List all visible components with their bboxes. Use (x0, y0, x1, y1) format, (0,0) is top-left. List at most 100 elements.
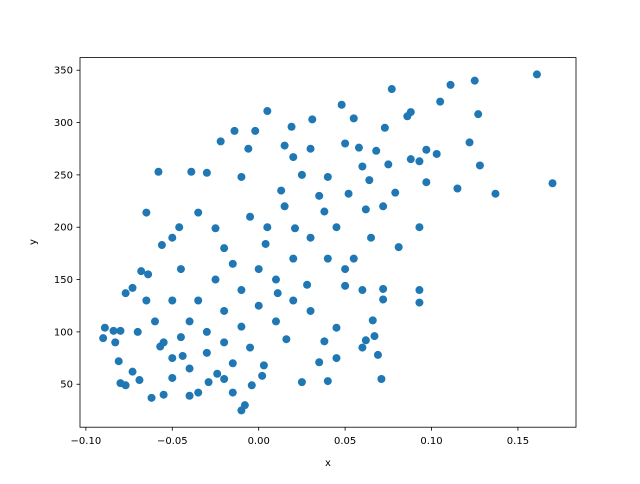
point (263, 107, 272, 116)
point (287, 122, 296, 131)
point (368, 316, 377, 325)
point (142, 208, 151, 217)
point (349, 114, 358, 123)
point (415, 286, 424, 295)
point (280, 202, 289, 211)
point (159, 390, 168, 399)
point (303, 280, 312, 289)
point (258, 371, 267, 380)
point (121, 289, 130, 298)
point (289, 296, 298, 305)
point (277, 186, 286, 195)
point (323, 254, 332, 263)
point (422, 178, 431, 187)
point (202, 348, 211, 357)
point (271, 275, 280, 284)
point (394, 243, 403, 252)
point (133, 327, 142, 336)
point (246, 343, 255, 352)
point (168, 354, 177, 363)
y-tick-label: 200 (54, 223, 73, 234)
point (358, 343, 367, 352)
point (271, 317, 280, 326)
point (432, 149, 441, 158)
point (446, 80, 455, 89)
point (244, 144, 253, 153)
point (159, 338, 168, 347)
point (251, 126, 260, 135)
point (323, 172, 332, 181)
point (308, 115, 317, 124)
point (254, 265, 263, 274)
point (254, 301, 263, 310)
point (315, 191, 324, 200)
point (361, 336, 370, 345)
x-tick-label: 0.05 (334, 436, 356, 447)
point (176, 265, 185, 274)
x-tick-label: −0.05 (157, 436, 188, 447)
point (379, 295, 388, 304)
point (453, 184, 462, 193)
point (403, 112, 412, 121)
point (306, 233, 315, 242)
point (228, 388, 237, 397)
point (377, 374, 386, 383)
point (358, 286, 367, 295)
point (323, 377, 332, 386)
point (144, 270, 153, 279)
point (187, 167, 196, 176)
point (230, 126, 239, 135)
point (116, 326, 125, 335)
point (354, 143, 363, 152)
point (213, 369, 222, 378)
point (211, 224, 220, 233)
y-tick-label: 250 (54, 170, 73, 181)
point (320, 207, 329, 216)
point (185, 364, 194, 373)
point (194, 388, 203, 397)
point (379, 284, 388, 293)
point (151, 317, 160, 326)
point (387, 85, 396, 94)
point (273, 289, 282, 298)
point (367, 233, 376, 242)
point (332, 323, 341, 332)
point (220, 338, 229, 347)
point (341, 281, 350, 290)
point (216, 137, 225, 146)
point (135, 376, 144, 385)
point (532, 70, 541, 79)
point (289, 254, 298, 263)
point (109, 326, 118, 335)
point (370, 332, 379, 341)
point (247, 381, 256, 390)
point (465, 138, 474, 147)
point (290, 224, 299, 233)
point (289, 153, 298, 162)
point (415, 157, 424, 166)
point (246, 212, 255, 221)
point (168, 296, 177, 305)
point (349, 254, 358, 263)
y-axis-label: y (28, 239, 39, 245)
point (491, 189, 500, 198)
point (178, 351, 187, 360)
point (194, 208, 203, 217)
x-tick-label: 0.00 (248, 436, 270, 447)
point (315, 358, 324, 367)
point (475, 161, 484, 170)
point (99, 334, 108, 343)
point (237, 322, 246, 331)
point (320, 337, 329, 346)
point (379, 202, 388, 211)
point (137, 267, 146, 276)
point (202, 168, 211, 177)
point (154, 167, 163, 176)
point (415, 223, 424, 232)
point (220, 306, 229, 315)
point (297, 170, 306, 179)
y-tick-label: 50 (60, 380, 73, 391)
point (220, 244, 229, 253)
